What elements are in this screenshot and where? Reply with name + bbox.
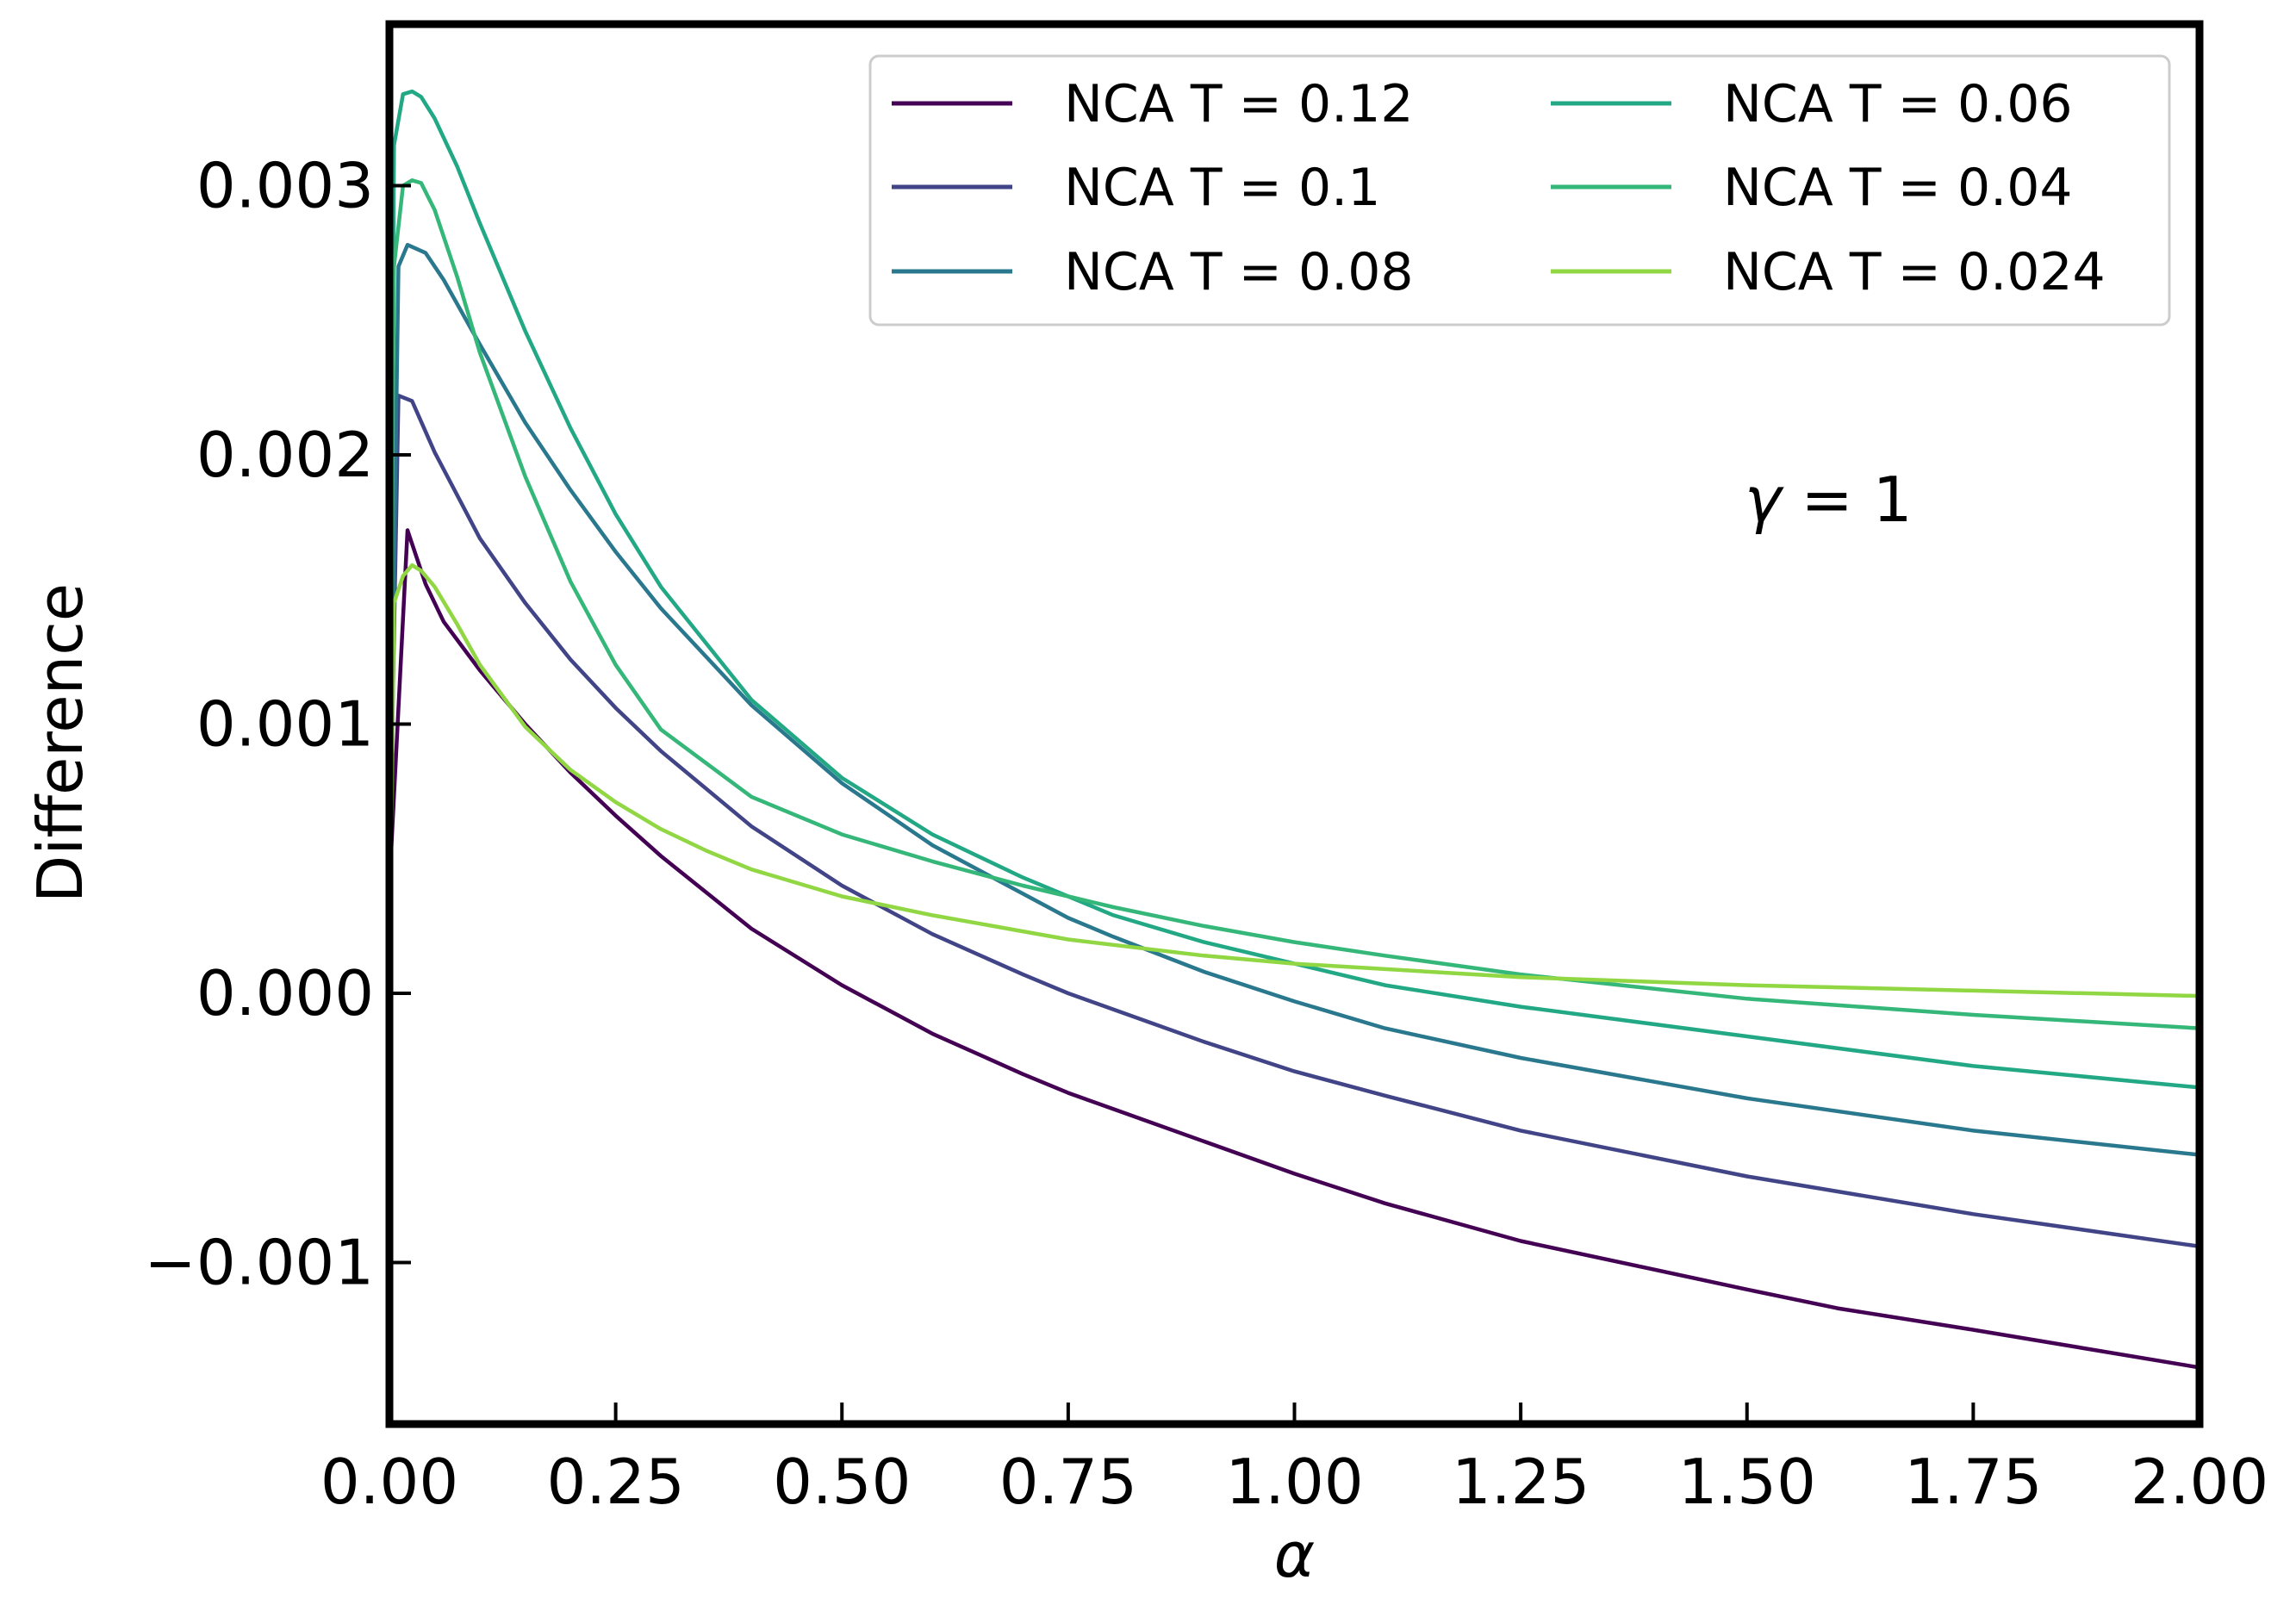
series-line-3 bbox=[387, 242, 2202, 1157]
legend: NCA T = 0.12 NCA T = 0.1 NCA T = 0.08 NCA T… bbox=[868, 54, 2171, 327]
x-tick-label: 1.50 bbox=[1678, 1446, 1816, 1518]
legend-box bbox=[868, 54, 2171, 327]
y-axis-label: Difference bbox=[24, 583, 96, 903]
gamma-symbol: γ bbox=[1745, 463, 1784, 536]
series-line-5 bbox=[387, 178, 2202, 1030]
x-axis-label: α bbox=[1274, 1519, 1315, 1591]
y-tick-label: 0.001 bbox=[196, 688, 374, 761]
series-layer bbox=[387, 89, 2202, 1370]
y-tick-label: 0.003 bbox=[196, 150, 374, 222]
x-tick-label: 1.25 bbox=[1452, 1446, 1590, 1518]
series-line-4 bbox=[387, 89, 2202, 1090]
x-tick-label: 0.75 bbox=[999, 1446, 1137, 1518]
series-line-1 bbox=[387, 528, 2202, 1370]
legend-label: NCA T = 0.04 bbox=[1723, 158, 2073, 218]
y-tick-label: −0.001 bbox=[145, 1227, 374, 1299]
x-tick-label: 0.25 bbox=[546, 1446, 684, 1518]
gamma-value: = 1 bbox=[1782, 463, 1913, 536]
series-line-2 bbox=[387, 393, 2202, 1249]
x-tick-label: 0.00 bbox=[320, 1446, 458, 1518]
x-tick-label: 1.75 bbox=[1904, 1446, 2042, 1518]
legend-label: NCA T = 0.08 bbox=[1064, 242, 1414, 302]
y-tick-label: 0.000 bbox=[196, 957, 374, 1029]
y-tick-label: 0.002 bbox=[196, 419, 374, 491]
ticks-layer: 0.00 0.25 0.50 0.75 1.00 1.25 1.50 1.75 2.00 −0.0… bbox=[145, 150, 2269, 1519]
series-line-6 bbox=[387, 563, 2202, 998]
x-tick-label: 0.50 bbox=[773, 1446, 911, 1518]
legend-label: NCA T = 0.12 bbox=[1064, 74, 1414, 134]
x-tick-label: 1.00 bbox=[1225, 1446, 1363, 1518]
legend-label: NCA T = 0.06 bbox=[1723, 74, 2073, 134]
legend-label: NCA T = 0.024 bbox=[1723, 242, 2106, 302]
legend-label: NCA T = 0.1 bbox=[1064, 158, 1380, 218]
x-tick-label: 2.00 bbox=[2131, 1446, 2268, 1518]
gamma-annotation: γ = 1 bbox=[1745, 463, 1913, 536]
